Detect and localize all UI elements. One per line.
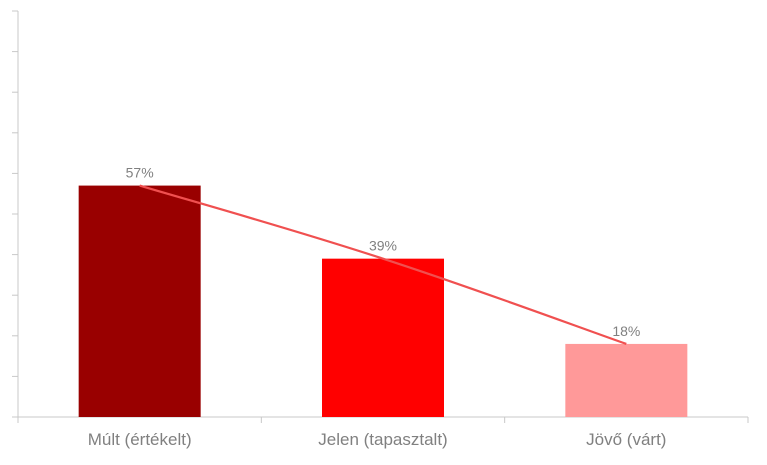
- data-labels: 57% 39% 18%: [126, 165, 641, 339]
- data-label-3: 18%: [612, 323, 640, 339]
- bar-2: [322, 258, 444, 417]
- bar-1: [78, 185, 201, 417]
- category-label-3: Jövő (várt): [586, 430, 666, 449]
- data-label-2: 39%: [369, 238, 397, 254]
- data-label-1: 57%: [126, 165, 154, 181]
- bars: [78, 185, 688, 417]
- category-label-1: Múlt (értékelt): [88, 430, 192, 449]
- y-axis: [12, 10, 19, 418]
- category-label-2: Jelen (tapasztalt): [318, 430, 447, 449]
- bar-3: [565, 343, 688, 417]
- category-labels: Múlt (értékelt) Jelen (tapasztalt) Jövő (v…: [88, 430, 667, 449]
- trendline: [139, 184, 627, 345]
- trendline-path: [139, 184, 627, 345]
- x-axis: [17, 416, 749, 423]
